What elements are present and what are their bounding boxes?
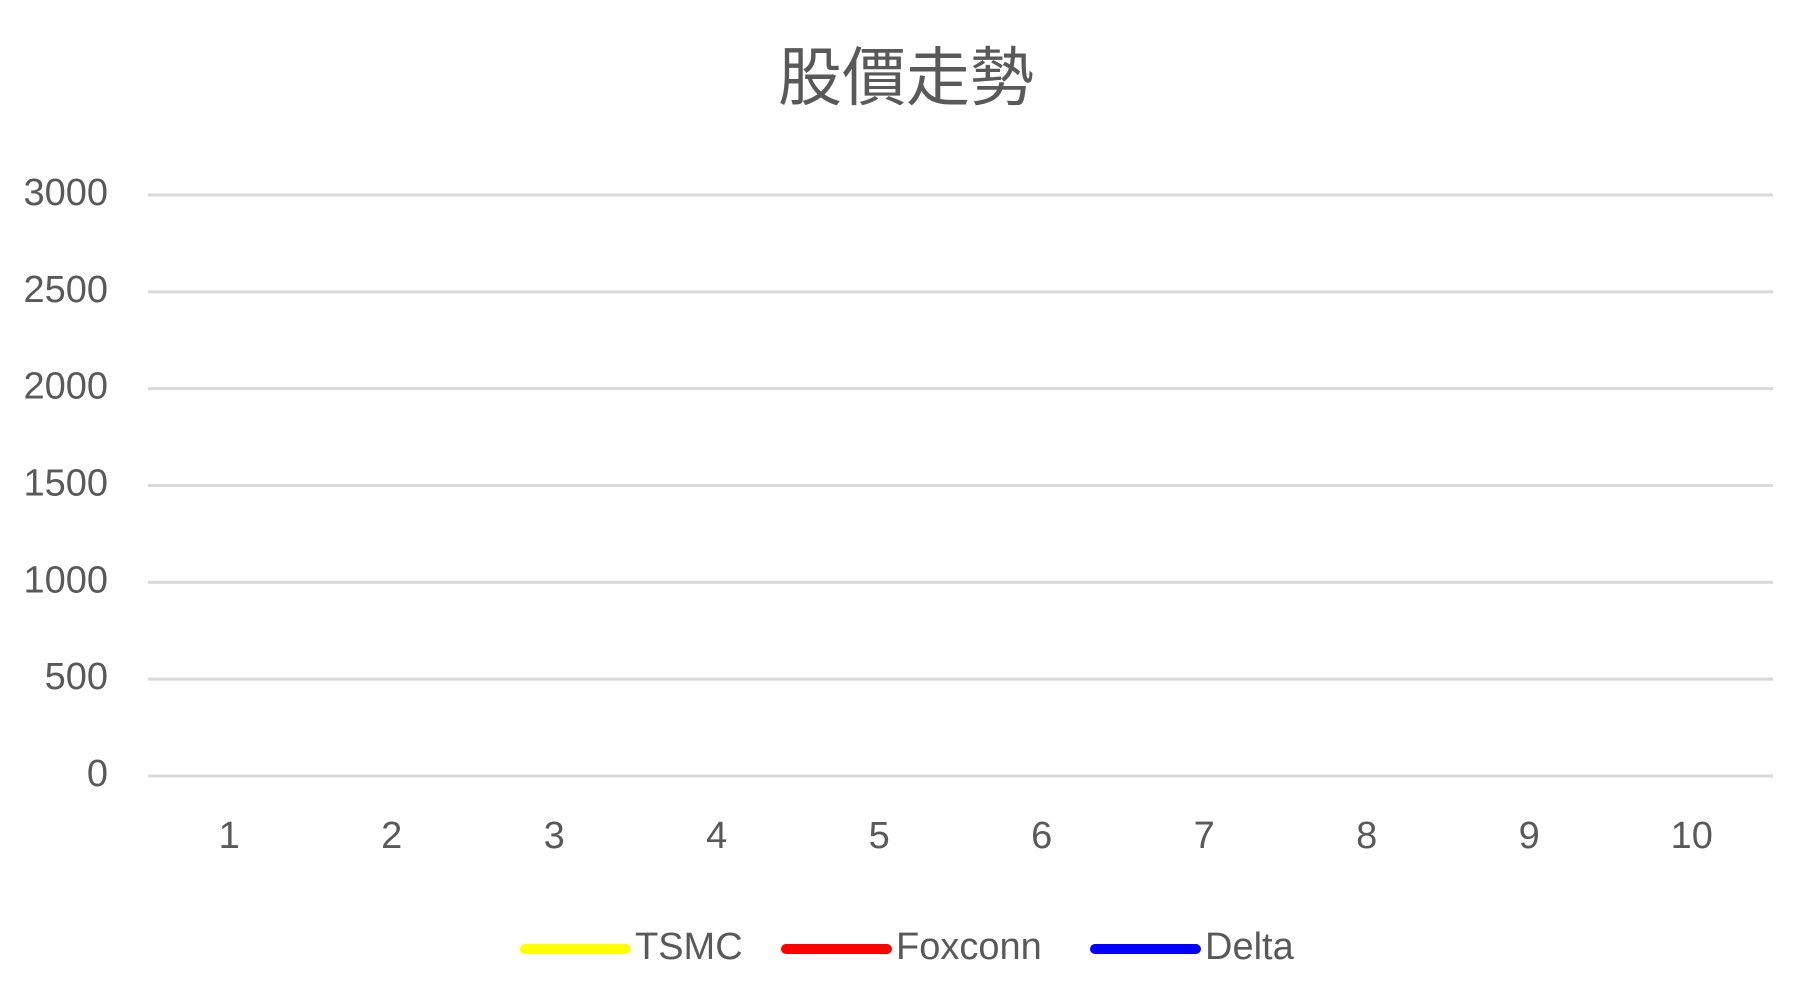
x-tick-label: 6 <box>1031 815 1052 857</box>
x-tick-label: 10 <box>1671 815 1713 857</box>
y-tick-label: 2000 <box>23 366 108 408</box>
x-tick-label: 2 <box>381 815 402 857</box>
legend-label: Foxconn <box>896 926 1042 968</box>
y-tick-label: 3000 <box>23 172 108 214</box>
legend-label: Delta <box>1205 926 1295 968</box>
y-tick-label: 1000 <box>23 559 108 601</box>
y-tick-label: 1500 <box>23 463 108 505</box>
legend-label: TSMC <box>635 926 743 968</box>
y-tick-label: 2500 <box>23 269 108 311</box>
x-tick-label: 3 <box>544 815 565 857</box>
y-tick-label: 500 <box>45 656 108 698</box>
x-tick-label: 7 <box>1194 815 1215 857</box>
x-tick-label: 9 <box>1519 815 1540 857</box>
x-tick-label: 1 <box>219 815 240 857</box>
x-tick-label: 5 <box>869 815 890 857</box>
chart-title: 股價走勢 <box>778 42 1034 114</box>
x-tick-label: 4 <box>706 815 727 857</box>
y-tick-label: 0 <box>87 753 108 795</box>
x-tick-label: 8 <box>1356 815 1377 857</box>
